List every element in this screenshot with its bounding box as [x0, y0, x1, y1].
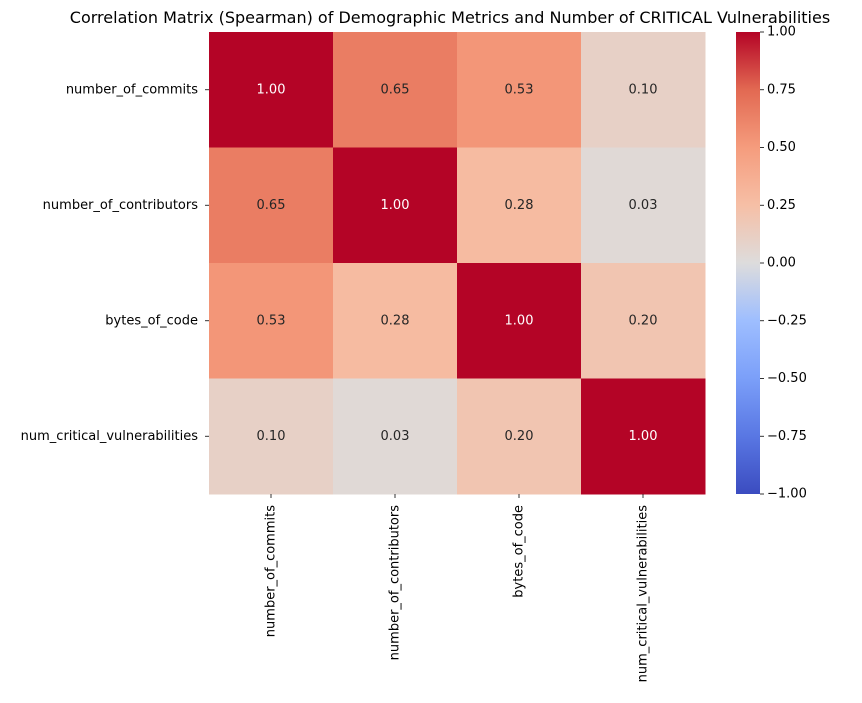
heatmap-cell	[333, 32, 458, 148]
y-axis-tick-labels: number_of_commits number_of_contributorsb…	[21, 82, 209, 444]
heatmap-cell-value: 1.00	[257, 82, 286, 97]
heatmap-cell-value: 1.00	[629, 429, 658, 444]
heatmap-cell	[209, 32, 334, 148]
heatmap-cell	[581, 378, 706, 495]
heatmap-cell	[333, 147, 458, 264]
colorbar-gradient	[736, 32, 760, 494]
colorbar: 1.00 0.75 0.50 0.25 0.00 −0.25 −0.50 −0.75 −1.00	[736, 25, 807, 502]
colorbar-tick-label: 0.50	[767, 140, 796, 155]
heatmap-cell-labels: 1.00 0.65 0.53 0.10 0.65 1.00 0.28 0.03 0.53 0.28…	[257, 82, 658, 444]
x-axis-tick-label: number_of_commits	[264, 505, 279, 637]
y-axis-tick-label: bytes_of_code	[105, 313, 198, 328]
heatmap-cell-value: 0.65	[381, 82, 410, 97]
heatmap-cell-value: 0.65	[257, 198, 286, 213]
x-axis-tick-label: num_critical_vulnerabilities	[636, 505, 651, 683]
heatmap-cells	[209, 32, 706, 495]
heatmap-cell-value: 0.10	[257, 429, 286, 444]
heatmap-cell	[581, 32, 706, 148]
colorbar-tick-label: 0.00	[767, 256, 796, 271]
heatmap-cell	[333, 263, 458, 379]
colorbar-tick-label: 0.75	[767, 82, 796, 97]
colorbar-tick-label: −0.25	[767, 313, 807, 328]
heatmap-cell-value: 0.03	[381, 429, 410, 444]
heatmap-cell-value: 0.10	[629, 82, 658, 97]
heatmap-cell-value: 0.03	[629, 198, 658, 213]
x-axis-tick-label: number_of_contributors	[388, 505, 403, 661]
heatmap-cell-value: 0.53	[505, 82, 534, 97]
y-axis-tick-label: number_of_contributors	[43, 198, 199, 213]
heatmap-cell	[581, 147, 706, 264]
heatmap-cell-value: 0.53	[257, 313, 286, 328]
x-axis-tick-labels: number_of_commits number_of_contributors b…	[264, 494, 651, 682]
y-axis-tick-label: number_of_commits	[66, 82, 198, 97]
colorbar-tick-label: −1.00	[767, 487, 807, 502]
colorbar-tick-label: 1.00	[767, 25, 796, 40]
heatmap-cell-value: 0.20	[629, 313, 658, 328]
colorbar-ticks: 1.00 0.75 0.50 0.25 0.00 −0.25 −0.50 −0.75 −1.00	[760, 25, 807, 502]
heatmap-cell	[209, 263, 334, 379]
colorbar-tick-label: −0.75	[767, 429, 807, 444]
colorbar-tick-label: 0.25	[767, 198, 796, 213]
heatmap-cell	[333, 378, 458, 495]
colorbar-tick-label: −0.50	[767, 371, 807, 386]
heatmap-cell	[457, 378, 582, 495]
heatmap-cell-value: 0.20	[505, 429, 534, 444]
heatmap-cell	[457, 147, 582, 264]
heatmap-cell	[581, 263, 706, 379]
heatmap-cell-value: 0.28	[381, 313, 410, 328]
heatmap-cell	[457, 32, 582, 148]
heatmap-cell-value: 0.28	[505, 198, 534, 213]
x-axis-tick-label: bytes_of_code	[512, 505, 527, 598]
heatmap-cell	[209, 378, 334, 495]
heatmap-cell	[209, 147, 334, 264]
chart-title: Correlation Matrix (Spearman) of Demogra…	[70, 8, 830, 27]
heatmap-cell-value: 1.00	[381, 198, 410, 213]
heatmap-cell-value: 1.00	[505, 313, 534, 328]
heatmap-cell	[457, 263, 582, 379]
y-axis-tick-label: num_critical_vulnerabilities	[21, 429, 199, 444]
